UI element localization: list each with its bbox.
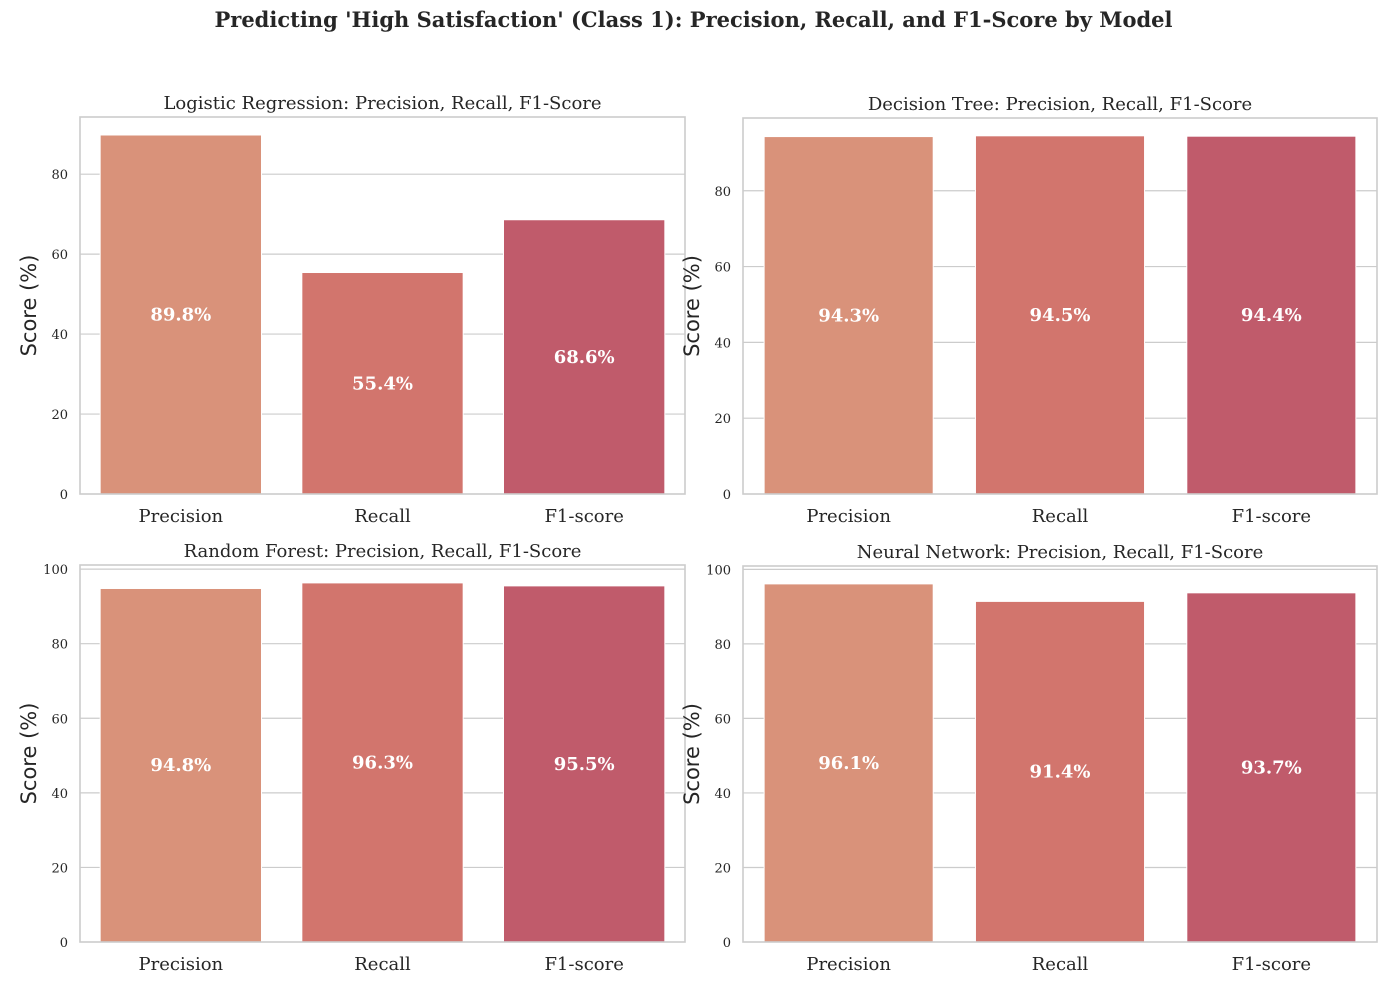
y-tick-label: 80: [714, 185, 731, 200]
bar-value-label: 95.5%: [554, 754, 615, 775]
y-axis-label: Score (%): [17, 703, 41, 805]
x-tick-label: Recall: [1032, 506, 1089, 527]
y-tick-label: 100: [706, 563, 731, 578]
figure-title: Predicting 'High Satisfaction' (Class 1)…: [214, 7, 1173, 32]
bar-value-label: 55.4%: [352, 373, 413, 394]
chart-title: Logistic Regression: Precision, Recall, …: [163, 93, 601, 114]
bar-value-label: 96.1%: [818, 753, 879, 774]
y-tick-label: 20: [714, 861, 731, 876]
y-tick-label: 60: [51, 712, 68, 727]
y-tick-label: 0: [60, 936, 68, 951]
bar-value-label: 68.6%: [554, 347, 615, 368]
bar-value-label: 94.3%: [818, 305, 879, 326]
y-axis-label: Score (%): [680, 703, 704, 805]
y-tick-label: 40: [51, 787, 68, 802]
axes-frame: [79, 116, 686, 495]
y-tick-label: 60: [714, 712, 731, 727]
y-tick-label: 80: [51, 638, 68, 653]
y-tick-label: 20: [51, 861, 68, 876]
x-tick-label: Precision: [806, 954, 891, 975]
x-tick-label: Recall: [354, 506, 411, 527]
y-axis-label: Score (%): [680, 255, 704, 357]
bar-f1-score: [1186, 135, 1357, 495]
chart-logistic-regression: Logistic Regression: Precision, Recall, …: [17, 93, 686, 527]
y-tick-label: 0: [60, 488, 68, 503]
x-tick-label: F1-score: [1232, 506, 1311, 527]
x-tick-label: Precision: [139, 954, 224, 975]
x-tick-label: Precision: [139, 506, 224, 527]
bar-value-label: 94.8%: [150, 755, 211, 776]
bar-value-label: 94.4%: [1241, 305, 1302, 326]
bar-recall: [301, 582, 464, 943]
bar-precision: [99, 134, 262, 495]
chart-title: Random Forest: Precision, Recall, F1-Sco…: [184, 541, 582, 562]
y-tick-label: 100: [43, 563, 68, 578]
bar-f1-score: [503, 585, 666, 943]
bar-f1-score: [1186, 592, 1357, 943]
chart-random-forest: Random Forest: Precision, Recall, F1-Sco…: [17, 541, 686, 975]
axes-frame: [742, 117, 1378, 495]
y-tick-label: 40: [714, 336, 731, 351]
bar-recall: [974, 135, 1146, 495]
y-tick-label: 60: [51, 248, 68, 263]
bar-f1-score: [503, 219, 666, 495]
axes-frame: [79, 564, 686, 943]
y-tick-label: 80: [714, 638, 731, 653]
x-tick-label: Recall: [354, 954, 411, 975]
x-tick-label: F1-score: [544, 954, 623, 975]
chart-decision-tree: Decision Tree: Precision, Recall, F1-Sco…: [680, 94, 1378, 527]
bar-value-label: 96.3%: [352, 752, 413, 773]
x-tick-label: Precision: [806, 506, 891, 527]
chart-title: Neural Network: Precision, Recall, F1-Sc…: [857, 542, 1264, 563]
bar-value-label: 94.5%: [1030, 305, 1091, 326]
y-tick-label: 0: [723, 488, 731, 503]
bar-recall: [974, 600, 1146, 943]
bar-value-label: 93.7%: [1241, 757, 1302, 778]
y-axis-label: Score (%): [17, 255, 41, 357]
bar-value-label: 91.4%: [1030, 762, 1091, 783]
y-tick-label: 60: [714, 261, 731, 276]
x-tick-label: Recall: [1032, 954, 1089, 975]
x-tick-label: F1-score: [1232, 954, 1311, 975]
x-tick-label: F1-score: [544, 506, 623, 527]
chart-neural-network: Neural Network: Precision, Recall, F1-Sc…: [680, 542, 1378, 975]
bar-precision: [763, 583, 934, 943]
axes-frame: [742, 565, 1378, 943]
y-tick-label: 40: [51, 328, 68, 343]
bar-precision: [99, 587, 262, 943]
bar-precision: [763, 136, 934, 495]
chart-title: Decision Tree: Precision, Recall, F1-Sco…: [868, 94, 1252, 115]
y-tick-label: 20: [714, 412, 731, 427]
bar-value-label: 89.8%: [150, 304, 211, 325]
y-tick-label: 20: [51, 408, 68, 423]
y-tick-label: 80: [51, 168, 68, 183]
y-tick-label: 40: [714, 787, 731, 802]
y-tick-label: 0: [723, 936, 731, 951]
